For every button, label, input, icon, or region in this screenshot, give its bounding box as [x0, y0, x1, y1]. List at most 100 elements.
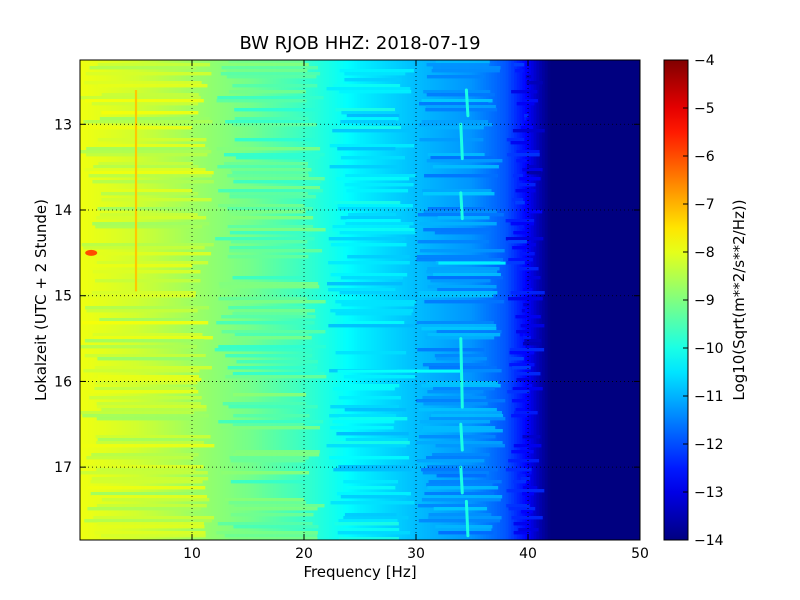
spectrum-streak: [234, 504, 325, 508]
spectrum-column: [169, 60, 173, 540]
spectrum-streak: [97, 405, 207, 409]
spectrum-column: [586, 60, 591, 540]
spectrum-streak: [222, 402, 306, 406]
spectrum-streak: [333, 387, 395, 391]
spectrum-column: [600, 60, 605, 540]
spectrum-streak: [337, 204, 413, 208]
spectrum-streak: [328, 261, 410, 265]
spectrum-streak: [514, 69, 524, 73]
tone-trace: [459, 122, 464, 161]
spectrum-streak: [509, 357, 524, 361]
spectrum-column: [94, 60, 98, 540]
spectrum-streak: [427, 267, 500, 271]
spectrum-streak: [234, 138, 316, 142]
spectrum-column: [206, 60, 210, 540]
spectrum-column: [556, 60, 560, 540]
spectrum-streak: [416, 258, 504, 262]
spectrum-streak: [418, 408, 497, 412]
spectrum-streak: [96, 417, 195, 421]
spectrum-streak: [80, 465, 204, 469]
spectrum-streak: [218, 204, 305, 208]
spectrum-streak: [427, 207, 485, 211]
spectrum-streak: [221, 315, 316, 319]
spectrum-streak: [423, 90, 491, 94]
spectrum-streak: [216, 99, 307, 103]
spectrum-streak: [519, 177, 541, 181]
spectrum-streak: [423, 495, 503, 499]
spectrum-streak: [338, 417, 408, 421]
spectrum-streak: [95, 279, 201, 283]
spectrum-streak: [232, 84, 318, 88]
y-axis-ticks: 13 14 15 16 17: [54, 117, 640, 476]
chart-title: BW RJOB HHZ: 2018-07-19: [239, 33, 480, 54]
spectrum-streak: [517, 474, 526, 478]
spectrum-streak: [232, 312, 307, 316]
colorbar-tick-label: −5: [694, 101, 715, 117]
spectrum-streak: [80, 345, 197, 349]
spectrum-streak: [232, 423, 305, 427]
spectrum-streak: [87, 507, 201, 511]
spectrum-streak: [234, 177, 325, 181]
spectrum-streak: [423, 228, 491, 232]
spectrum-streak: [339, 231, 416, 235]
spectrum-streak: [229, 507, 318, 511]
spectrum-streak: [84, 252, 212, 256]
spectrum-streak: [99, 117, 210, 121]
spectrum-streak: [230, 240, 308, 244]
spectrum-streak: [525, 75, 532, 79]
spectrum-streak: [524, 210, 543, 214]
spectrum-streak: [330, 426, 394, 430]
x-tick-label: 40: [519, 546, 537, 562]
spectrum-streak: [232, 171, 309, 175]
spectrum-streak: [526, 243, 536, 247]
spectrum-streak: [97, 438, 196, 442]
spectrum-streak: [516, 330, 530, 334]
spectrum-streak: [98, 144, 206, 148]
spectrum-streak: [343, 480, 399, 484]
spectrum-streak: [92, 222, 210, 226]
x-tick-label: 20: [295, 546, 313, 562]
spectrum-column: [194, 60, 199, 540]
spectrum-streak: [346, 219, 401, 223]
spectrum-streak: [435, 60, 490, 64]
spectrum-column: [631, 60, 635, 540]
spectrum-streak: [344, 183, 414, 187]
spectrum-streak: [522, 492, 535, 496]
spectrum-column: [144, 60, 148, 540]
spectrum-column: [161, 60, 165, 540]
spectrum-streak: [338, 396, 402, 400]
spectrum-streak: [233, 180, 322, 184]
spectrum-streak: [518, 267, 539, 271]
spectrum-streak: [513, 231, 526, 235]
spectrum-streak: [422, 189, 492, 193]
spectrum-streak: [336, 177, 410, 181]
spectrum-streak: [416, 399, 506, 403]
y-axis-label: Lokalzeit (UTC + 2 Stunde): [32, 199, 50, 401]
spectrum-streak: [423, 210, 497, 214]
spectrum-streak: [434, 231, 490, 235]
spectrum-streak: [419, 102, 489, 106]
spectrum-streak: [82, 444, 215, 448]
spectrum-streak: [424, 492, 495, 496]
spectrum-streak: [511, 90, 538, 94]
colorbar-label: Log10(Sqrt(m**2/s**2/Hz)): [730, 199, 748, 400]
spectrum-streak: [509, 351, 535, 355]
spectrum-streak: [83, 246, 205, 250]
spectrum-streak: [225, 354, 313, 358]
spectrum-streak: [344, 408, 407, 412]
spectrum-streak: [92, 333, 203, 337]
spectrum-streak: [86, 309, 198, 313]
spectrum-streak: [229, 249, 323, 253]
spectrum-column: [82, 60, 87, 540]
spectrum-streak: [218, 420, 324, 424]
spectrum-streak: [230, 480, 308, 484]
spectrum-streak: [223, 153, 325, 157]
spectrum-streak: [98, 84, 208, 88]
spectrum-streak: [345, 438, 408, 442]
x-tick-label: 50: [631, 546, 649, 562]
spectrum-streak: [224, 162, 308, 166]
spectrum-column: [175, 60, 179, 540]
spectrum-streak: [229, 246, 307, 250]
spectrum-column: [186, 60, 190, 540]
spectrum-streak: [431, 69, 500, 73]
